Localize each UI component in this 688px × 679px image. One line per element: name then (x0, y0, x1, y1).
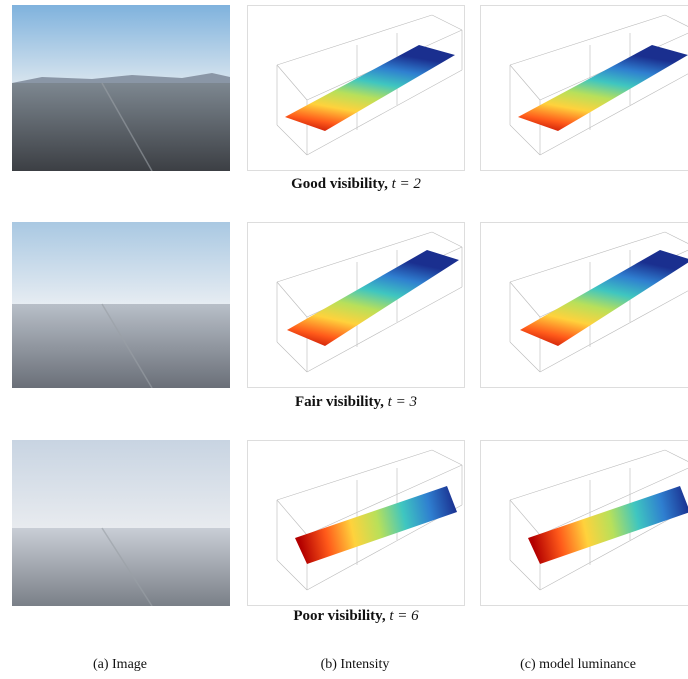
surface-plot (480, 440, 688, 606)
column-caption: (c) model luminance (468, 657, 688, 673)
caption-param: t = 2 (392, 176, 421, 192)
caption-label: Good visibility, (291, 176, 388, 192)
caption-label: Poor visibility, (293, 608, 385, 624)
caption-param: t = 3 (388, 394, 417, 410)
sky (12, 222, 230, 304)
city (12, 83, 230, 171)
photo (12, 440, 230, 606)
column-caption: (a) Image (10, 657, 230, 673)
sky (12, 440, 230, 528)
caption-param: t = 6 (389, 608, 418, 624)
city (12, 528, 230, 606)
surface-plot (247, 440, 465, 606)
figure: Good visibility, t = 2 Fair visibility, t… (0, 0, 688, 679)
city (12, 304, 230, 388)
surface-plot (480, 222, 688, 388)
row-caption: Good visibility, t = 2 (226, 176, 486, 193)
row-caption: Fair visibility, t = 3 (226, 394, 486, 411)
caption-label: Fair visibility, (295, 394, 384, 410)
column-caption: (b) Intensity (245, 657, 465, 673)
row-caption: Poor visibility, t = 6 (226, 608, 486, 625)
surface-plot (247, 5, 465, 171)
photo (12, 222, 230, 388)
surface-plot (247, 222, 465, 388)
sky (12, 5, 230, 83)
photo (12, 5, 230, 171)
surface-plot (480, 5, 688, 171)
